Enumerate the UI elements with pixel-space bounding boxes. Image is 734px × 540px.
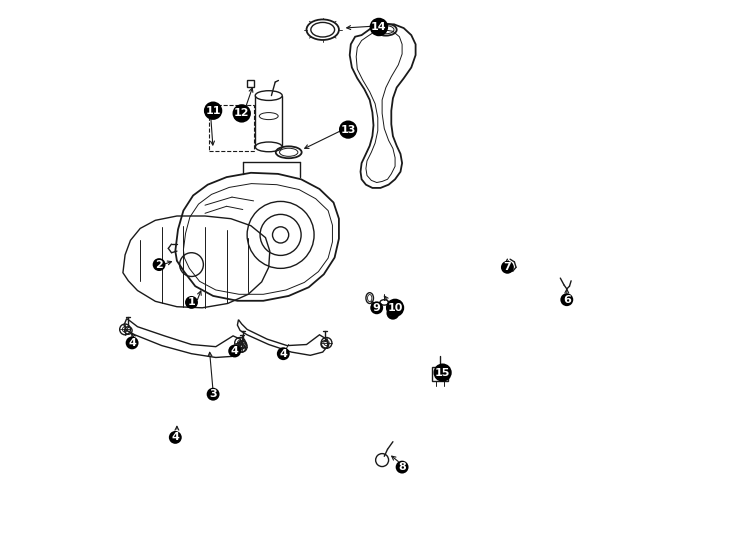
Text: 4: 4: [230, 346, 239, 356]
Text: 12: 12: [234, 109, 250, 118]
Text: 4: 4: [280, 349, 287, 359]
Text: 14: 14: [371, 22, 387, 32]
Text: 2: 2: [155, 260, 163, 269]
Text: 9: 9: [373, 303, 381, 313]
Text: 7: 7: [504, 262, 512, 272]
Text: 11: 11: [206, 106, 221, 116]
Text: 6: 6: [563, 295, 571, 305]
Text: 13: 13: [341, 125, 356, 134]
Text: 4: 4: [128, 338, 136, 348]
Text: 10: 10: [388, 303, 403, 313]
Bar: [432, 367, 448, 381]
Text: 1: 1: [188, 298, 195, 307]
Bar: [247, 80, 254, 87]
Bar: [209, 105, 254, 151]
Text: 15: 15: [435, 368, 450, 377]
Text: 4: 4: [171, 433, 179, 442]
Text: 3: 3: [209, 389, 217, 399]
Text: 8: 8: [399, 462, 406, 472]
Text: 5: 5: [389, 308, 397, 318]
